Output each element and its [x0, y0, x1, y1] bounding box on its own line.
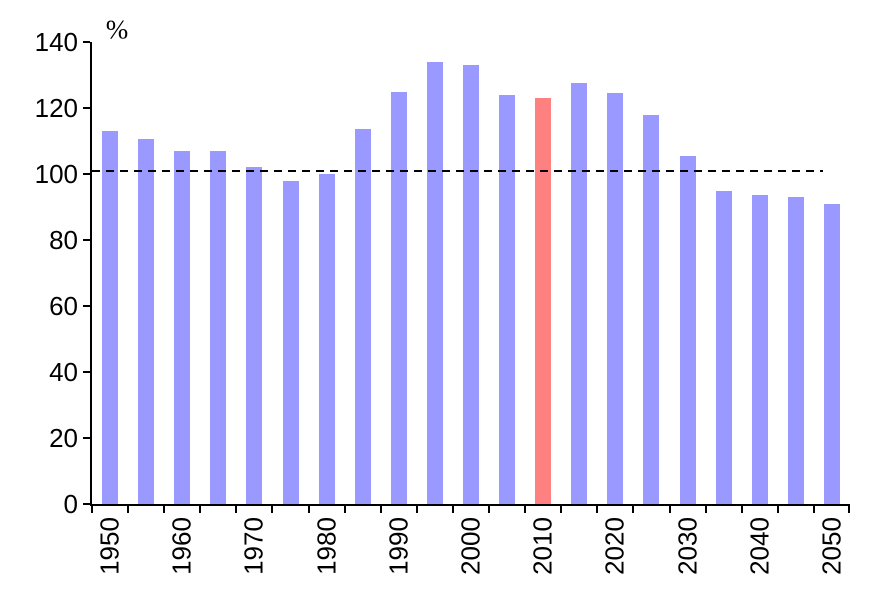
x-axis-tick	[812, 506, 815, 513]
x-axis-tick	[163, 506, 166, 513]
x-axis-tick	[127, 506, 130, 513]
x-axis-tick-label: 1950	[94, 517, 125, 575]
bar-1975	[282, 180, 299, 504]
x-axis-tick	[704, 506, 707, 513]
y-axis-tick-label: 120	[34, 93, 78, 123]
x-axis-tick-label: 2030	[672, 517, 703, 575]
bar-1960	[174, 150, 191, 504]
x-axis-tick-label: 1960	[166, 517, 197, 575]
x-axis-tick-label: 2000	[455, 517, 486, 575]
x-axis-tick-label: 1970	[238, 517, 269, 575]
y-axis-tick-label: 40	[49, 357, 78, 387]
x-axis-tick-label: 2050	[816, 517, 847, 575]
y-axis-tick	[83, 107, 90, 109]
bar-1985	[354, 129, 371, 504]
x-axis-tick-label: 2020	[599, 517, 630, 575]
bar-1955	[138, 139, 155, 504]
bar-2035	[715, 190, 732, 504]
x-axis-tick	[91, 506, 93, 513]
y-axis-tick-label: 20	[49, 423, 78, 453]
y-axis-tick	[83, 305, 90, 307]
bar-2030	[679, 155, 696, 504]
bar-2025	[643, 114, 660, 504]
x-axis-tick	[848, 506, 850, 513]
bar-1950	[102, 131, 119, 504]
x-axis-tick-label: 2010	[527, 517, 558, 575]
bar-1995	[426, 61, 443, 504]
x-axis-tick-label: 2040	[744, 517, 775, 575]
y-axis-tick	[83, 239, 90, 241]
y-axis-tick-label: 60	[49, 291, 78, 321]
x-axis-tick	[632, 506, 635, 513]
y-axis-tick-label: 0	[63, 489, 78, 519]
x-axis-tick	[235, 506, 238, 513]
x-axis-tick	[488, 506, 491, 513]
y-axis-tick	[83, 371, 90, 373]
bar-1980	[318, 174, 335, 504]
bar-2050	[823, 203, 840, 504]
x-axis-tick	[560, 506, 563, 513]
x-axis-tick	[307, 506, 310, 513]
bar-1970	[246, 167, 263, 504]
x-axis-tick	[668, 506, 671, 513]
y-axis-tick-label: 100	[34, 159, 78, 189]
bar-1990	[390, 91, 407, 504]
bar-2045	[787, 197, 804, 504]
x-axis-tick	[379, 506, 382, 513]
y-axis-tick	[83, 503, 90, 505]
x-axis-tick	[776, 506, 779, 513]
bar-2015	[571, 83, 588, 504]
x-axis-tick	[596, 506, 599, 513]
y-axis-unit-label: %	[105, 14, 129, 45]
x-axis-tick	[740, 506, 743, 513]
plot-area: 0 20 40 60 80 100 120 140 1950 1960 1970 1980 1990 20…	[35, 28, 850, 575]
bar-2000	[463, 65, 479, 504]
y-axis-tick-label: 80	[49, 225, 78, 255]
bar-2040	[751, 195, 768, 504]
highlighted-bar-2010	[535, 98, 552, 504]
x-axis-tick-label: 1980	[311, 517, 342, 575]
bar-1965	[210, 150, 227, 504]
y-axis-tick-label: 140	[34, 27, 78, 57]
x-axis-tick-label: 1990	[383, 517, 414, 575]
x-axis-tick	[524, 506, 527, 513]
x-axis-tick	[451, 506, 454, 513]
bar-2005	[499, 94, 516, 504]
y-axis-tick	[83, 437, 90, 439]
x-axis-tick	[415, 506, 418, 513]
reference-line	[92, 169, 823, 172]
y-axis-tick	[83, 41, 90, 43]
x-axis-tick	[199, 506, 202, 513]
bar-2020	[607, 93, 624, 504]
y-axis-tick	[83, 173, 90, 175]
x-axis-tick	[343, 506, 346, 513]
x-axis-tick	[271, 506, 274, 513]
